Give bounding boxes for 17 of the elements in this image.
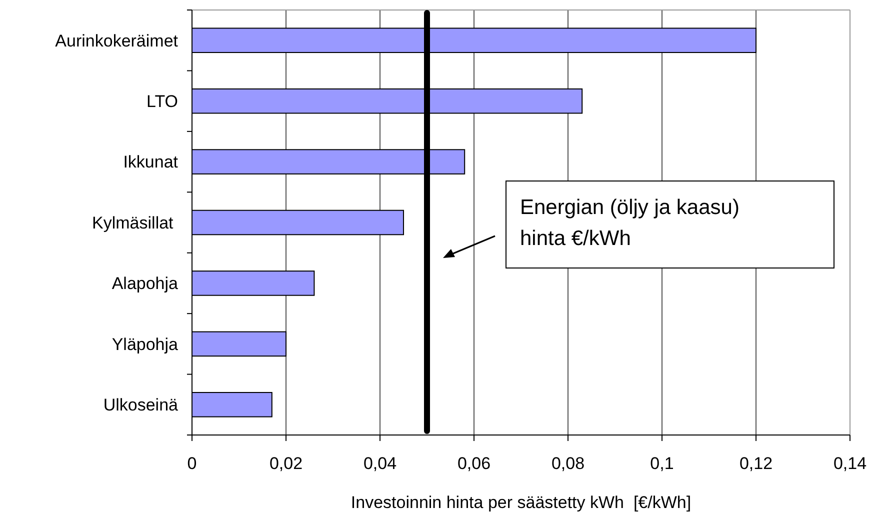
y-tick-label: Ulkoseinä (103, 396, 179, 415)
y-tick-label: Kylmäsillat (92, 213, 178, 232)
y-tick-label: Aurinkokeräimet (55, 31, 178, 50)
x-tick-label: 0,04 (363, 454, 397, 473)
x-axis-title: Investoinnin hinta per säästetty kWh [€/kWh] (350, 493, 692, 512)
y-tick-label: Yläpohja (112, 334, 179, 354)
x-tick-label: 0,1 (650, 454, 674, 473)
x-tick-label: 0,14 (833, 454, 867, 473)
x-tick-label: 0 (187, 454, 197, 473)
y-tick-label: Alapohja (112, 274, 179, 294)
x-tick-label: 0,12 (739, 454, 773, 473)
y-tick-label: LTO (146, 92, 178, 112)
x-tick-label: 0,06 (457, 454, 491, 473)
y-tick-label: Ikkunat (123, 152, 178, 172)
x-tick-label: 0,02 (269, 454, 303, 473)
ref-line-label: Energian (öljy ja kaasu) hinta €/kWh (520, 196, 740, 250)
x-tick-label: 0,08 (551, 454, 585, 473)
